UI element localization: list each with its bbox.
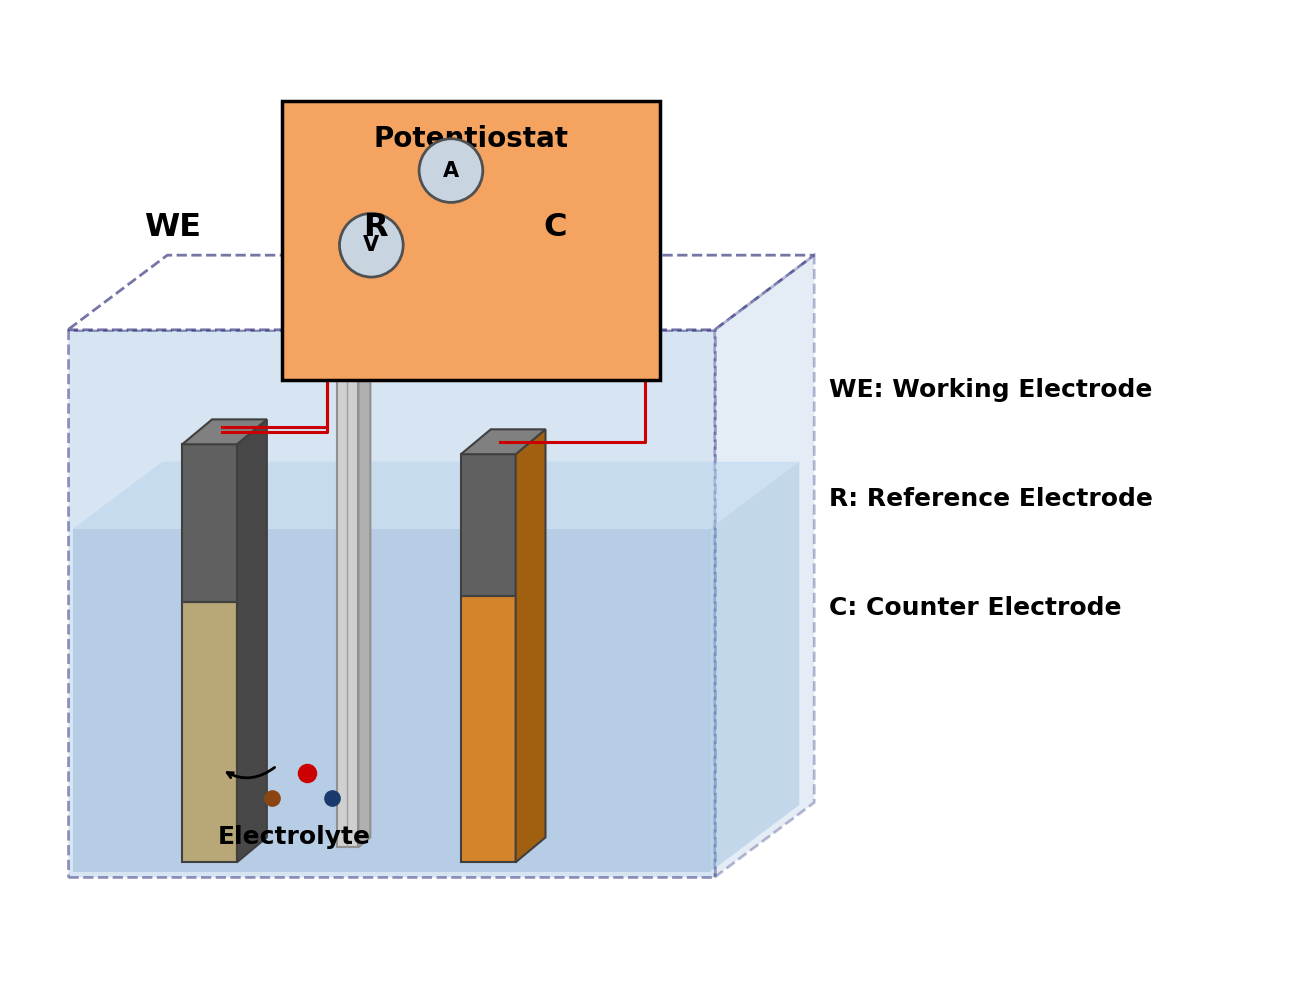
Polygon shape (337, 379, 359, 847)
Polygon shape (68, 329, 715, 877)
Text: WE: Working Electrode: WE: Working Electrode (829, 377, 1153, 401)
Text: WE: WE (144, 213, 200, 244)
Text: V: V (363, 236, 380, 255)
Polygon shape (237, 419, 266, 862)
Polygon shape (516, 429, 546, 862)
Polygon shape (68, 255, 814, 329)
Text: C: Counter Electrode: C: Counter Electrode (829, 597, 1122, 621)
Polygon shape (182, 419, 266, 444)
Polygon shape (73, 462, 799, 529)
Polygon shape (337, 369, 370, 379)
Polygon shape (359, 369, 370, 847)
Polygon shape (462, 429, 546, 454)
FancyBboxPatch shape (282, 101, 660, 379)
Text: Potentiostat: Potentiostat (373, 125, 568, 153)
Text: Electrolyte: Electrolyte (217, 825, 370, 849)
Polygon shape (715, 255, 814, 877)
Polygon shape (182, 444, 237, 602)
Text: R: Reference Electrode: R: Reference Electrode (829, 487, 1153, 511)
Polygon shape (462, 454, 516, 596)
Text: C: C (543, 213, 567, 244)
Text: A: A (443, 161, 459, 181)
Polygon shape (462, 596, 516, 862)
Polygon shape (710, 462, 800, 872)
Circle shape (419, 139, 482, 203)
Polygon shape (73, 529, 710, 872)
Polygon shape (182, 602, 237, 862)
Circle shape (339, 214, 403, 277)
Text: R: R (363, 213, 387, 244)
